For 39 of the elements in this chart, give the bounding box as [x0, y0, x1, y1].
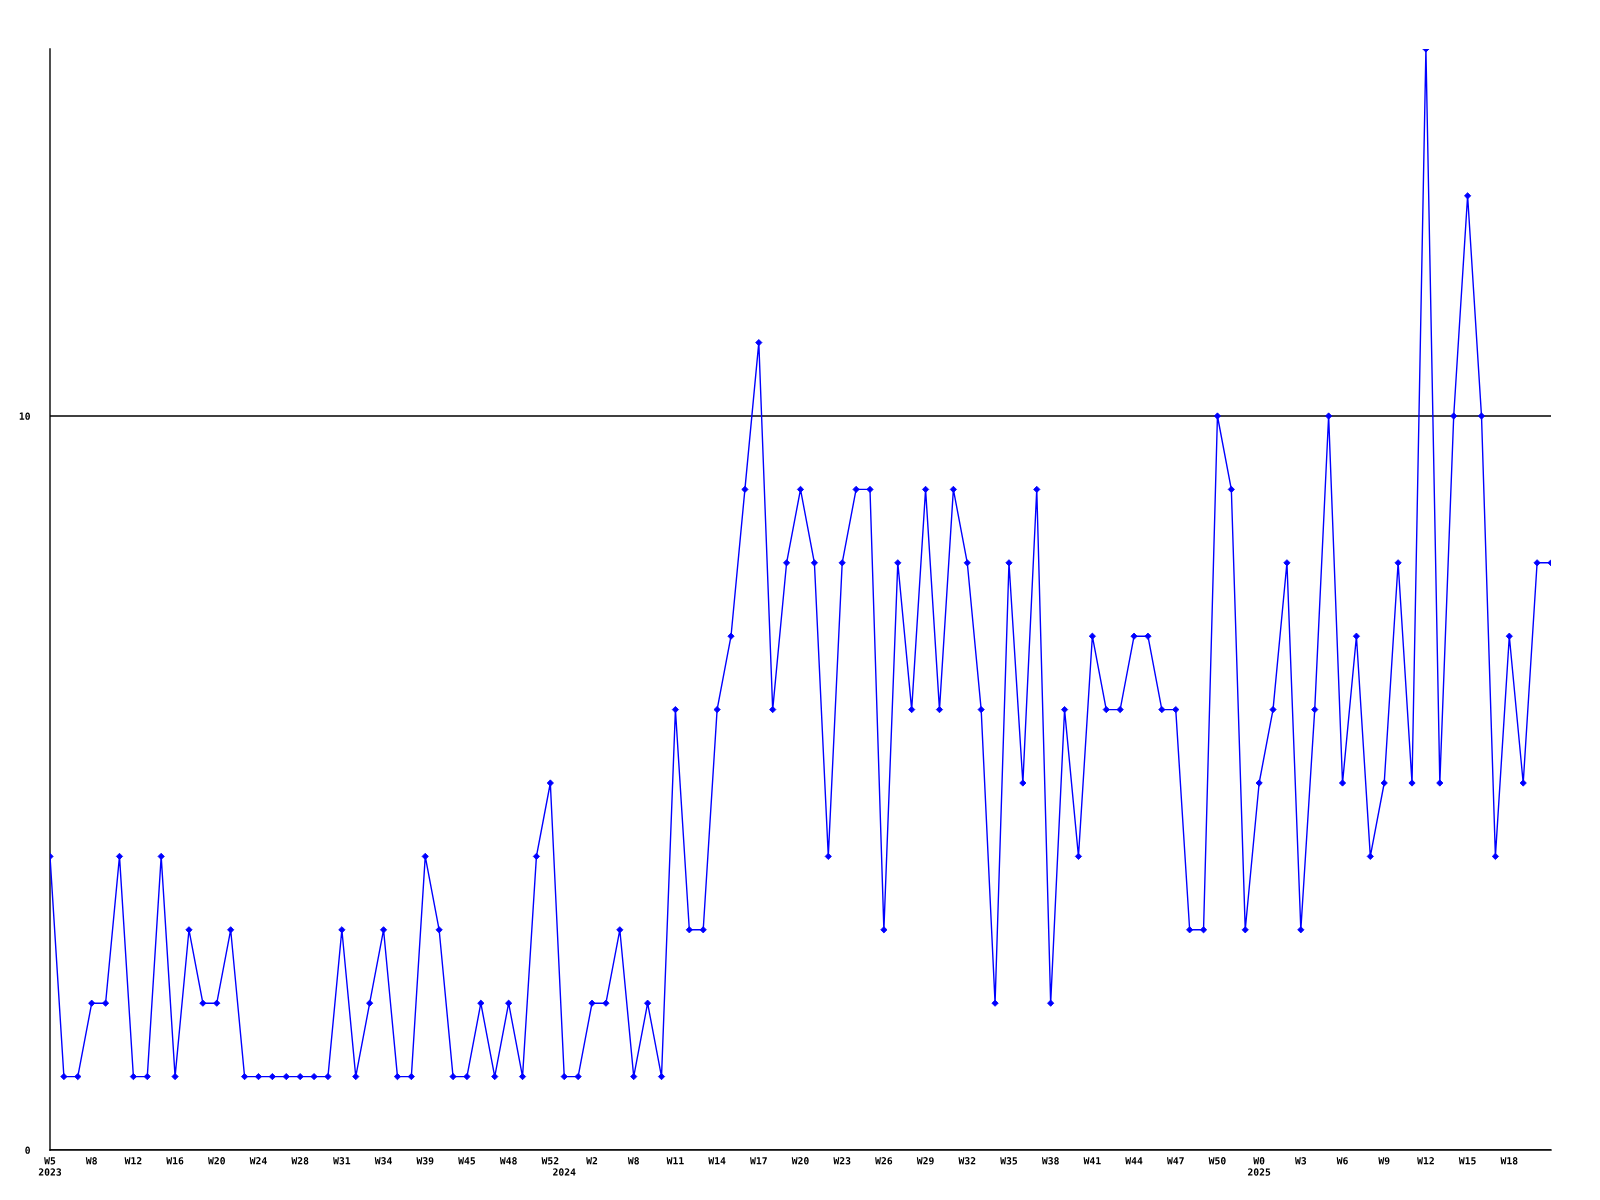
x-tick-label: W0 2025: [1247, 1157, 1271, 1176]
x-tick-label: W16: [166, 1157, 184, 1165]
x-tick-label: W24: [249, 1157, 267, 1165]
x-tick-label: W38: [1041, 1157, 1059, 1165]
x-tick-label: W50: [1208, 1157, 1226, 1165]
x-tick-label: W20: [791, 1157, 809, 1165]
x-tick-label: W26: [875, 1157, 893, 1165]
x-tick-label: W23: [833, 1157, 851, 1165]
x-tick-label: W5 2023: [38, 1157, 62, 1176]
y-tick-label: 10: [19, 412, 30, 420]
x-tick-label: W45: [458, 1157, 476, 1165]
x-tick-label: W9: [1378, 1157, 1390, 1165]
x-tick-label: W35: [1000, 1157, 1018, 1165]
x-tick-label: W11: [666, 1157, 684, 1165]
x-tick-label: W34: [374, 1157, 392, 1165]
y-tick-label: 0: [25, 1146, 30, 1154]
x-tick-label: W6: [1336, 1157, 1348, 1165]
x-tick-label: W12: [124, 1157, 142, 1165]
x-tick-label: W52: [541, 1157, 559, 1165]
x-tick-label: W39: [416, 1157, 434, 1165]
x-tick-label: W20: [208, 1157, 225, 1165]
x-tick-label: W47: [1166, 1157, 1184, 1165]
x-tick-label: W12: [1417, 1157, 1434, 1165]
x-tick-label: W48: [499, 1157, 517, 1165]
x-tick-label: W15: [1458, 1157, 1476, 1165]
x-tick-label: W17: [750, 1157, 767, 1165]
x-tick-label: W28: [291, 1157, 309, 1165]
x-tick-label: W31: [333, 1157, 351, 1165]
x-tick-label: 2024: [553, 1168, 576, 1176]
x-tick-label: W3: [1294, 1157, 1307, 1165]
x-tick-label: W18: [1500, 1157, 1518, 1165]
x-tick-label: W8: [627, 1157, 639, 1165]
x-tick-label: W14: [708, 1157, 726, 1165]
x-tick-label: W41: [1083, 1157, 1101, 1165]
x-tick-label: W32: [958, 1157, 976, 1165]
x-tick-label: W29: [916, 1157, 934, 1165]
x-tick-label: W8: [85, 1157, 97, 1165]
x-tick-label: W44: [1125, 1157, 1143, 1165]
x-tick-label: W2: [586, 1157, 598, 1165]
